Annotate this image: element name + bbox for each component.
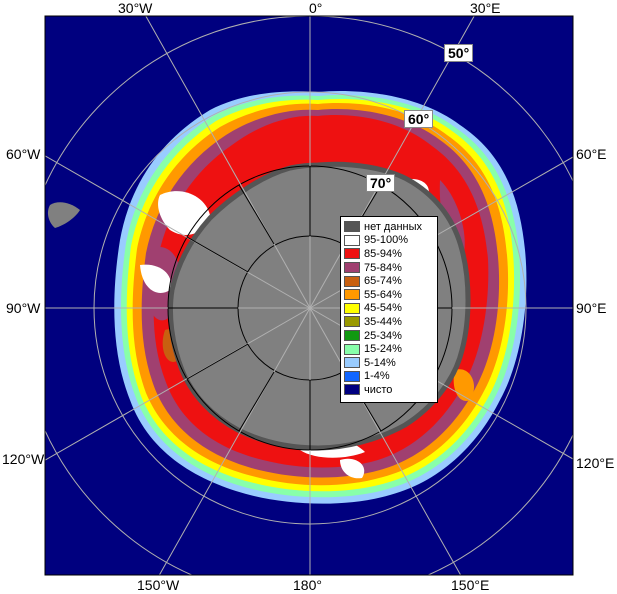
legend-item: 1-4% — [344, 370, 434, 384]
ice-patch-white-amundsen — [140, 264, 171, 293]
legend-label: нет данных — [364, 220, 423, 233]
legend-label: 15-24% — [364, 343, 402, 356]
label-150W: 150°W — [137, 577, 180, 593]
legend-item: 35-44% — [344, 315, 434, 329]
legend-label: 35-44% — [364, 315, 402, 328]
legend-label: 95-100% — [364, 234, 409, 247]
legend-label: 75-84% — [364, 261, 402, 274]
label-lat-60: 60° — [404, 110, 434, 128]
meridian-120W — [45, 307, 311, 461]
label-0: 0° — [309, 0, 323, 16]
map-frame — [44, 15, 574, 576]
legend-swatch — [344, 248, 360, 260]
legend-item: 15-24% — [344, 342, 434, 356]
legend-swatch — [344, 370, 360, 382]
legend-label: 85-94% — [364, 247, 402, 260]
ice-patch-white-ross2 — [340, 458, 365, 479]
label-150E: 150°E — [451, 577, 490, 593]
legend-swatch — [344, 234, 360, 246]
label-120E: 120°E — [576, 455, 615, 471]
label-60E: 60°E — [576, 146, 607, 162]
legend-swatch — [344, 316, 360, 328]
legend-item: 75-84% — [344, 261, 434, 275]
antarctic-peninsula — [215, 177, 281, 238]
label-120W: 120°W — [2, 451, 45, 467]
legend-label: 5-14% — [364, 356, 396, 369]
legend-item: 5-14% — [344, 356, 434, 370]
legend-swatch — [344, 262, 360, 274]
label-lat-70: 70° — [366, 174, 396, 192]
label-lat-50: 50° — [444, 44, 474, 62]
label-180: 180° — [293, 577, 322, 593]
meridian-inner-150W — [238, 371, 275, 432]
legend-item: чисто — [344, 383, 434, 397]
label-90E: 90°E — [576, 300, 607, 316]
legend-item: 65-74% — [344, 274, 434, 288]
label-90W: 90°W — [6, 300, 41, 316]
antarctic-nodata-edge — [168, 161, 471, 451]
ice-patch-white-weddell — [158, 191, 210, 235]
legend-swatch — [344, 221, 360, 233]
legend-label: 55-64% — [364, 288, 402, 301]
legend-label: чисто — [364, 383, 393, 396]
label-30E: 30°E — [470, 0, 501, 16]
legend-label: 25-34% — [364, 329, 402, 342]
legend-swatch — [344, 384, 360, 396]
label-60W: 60°W — [6, 146, 41, 162]
meridian-150W — [158, 307, 311, 575]
meridian-inner-60W — [186, 236, 249, 273]
legend-item: 95-100% — [344, 234, 434, 248]
meridian-inner-30W — [238, 184, 275, 245]
legend-swatch — [344, 330, 360, 342]
meridian-150E — [309, 307, 462, 575]
legend-swatch — [344, 289, 360, 301]
legend: нет данных 95-100% 85-94% 75-84% 65-74% 55-64… — [340, 216, 438, 403]
legend-label: 45-54% — [364, 302, 402, 315]
meridian-30W — [145, 16, 311, 309]
legend-item: 55-64% — [344, 288, 434, 302]
label-30W: 30°W — [118, 0, 153, 16]
legend-item: 45-54% — [344, 302, 434, 316]
legend-item: 85-94% — [344, 247, 434, 261]
legend-swatch — [344, 302, 360, 314]
legend-label: 65-74% — [364, 275, 402, 288]
legend-label: 1-4% — [364, 370, 390, 383]
meridian-60W — [45, 155, 311, 309]
legend-item: 25-34% — [344, 329, 434, 343]
legend-swatch — [344, 275, 360, 287]
legend-item: нет данных — [344, 220, 434, 234]
meridian-inner-120W — [186, 343, 249, 380]
legend-swatch — [344, 357, 360, 369]
legend-swatch — [344, 343, 360, 355]
south-america-tip — [47, 202, 80, 228]
